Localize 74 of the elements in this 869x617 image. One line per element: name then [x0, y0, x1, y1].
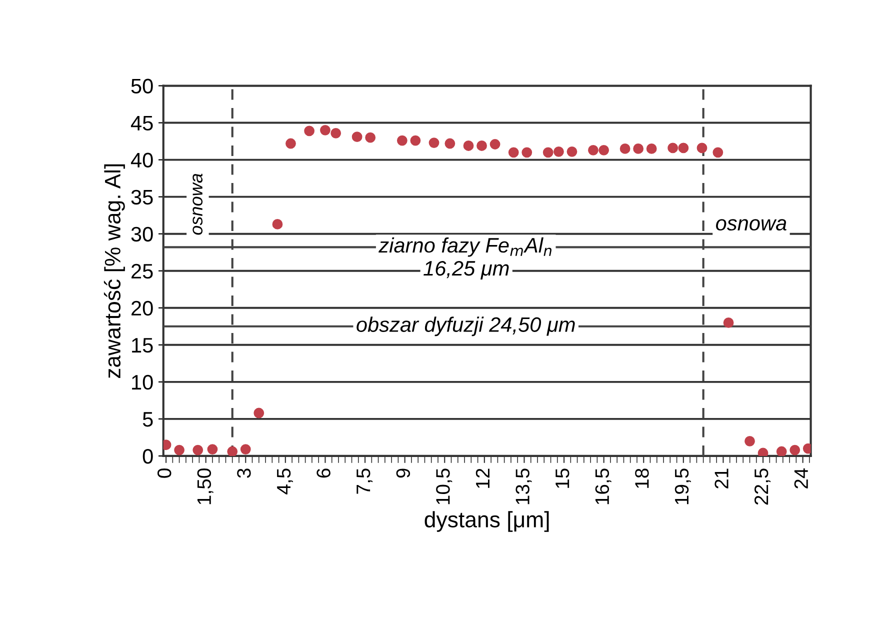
- y-tick-label: 30: [131, 226, 153, 242]
- point: [463, 140, 474, 151]
- point: [712, 147, 724, 158]
- x-tick-label: 6: [316, 468, 330, 478]
- point: [227, 446, 238, 456]
- point: [566, 146, 578, 157]
- point: [428, 138, 440, 148]
- x-tick-label: 16,5: [595, 468, 612, 504]
- point: [476, 140, 487, 151]
- point: [758, 448, 768, 456]
- ref-line-label: obszar dyfuzji 24,50 μm: [356, 316, 575, 336]
- point: [286, 138, 296, 149]
- point: [272, 219, 283, 230]
- y-tick-label: 50: [131, 78, 153, 94]
- annotation: osnowa: [716, 219, 786, 231]
- point: [668, 142, 678, 154]
- point: [542, 147, 554, 158]
- y-tick-label: 25: [132, 264, 153, 279]
- point: [444, 138, 456, 149]
- point: [207, 444, 218, 455]
- point: [396, 135, 408, 146]
- y-axis-title: zawartość [% wag. Al]: [104, 164, 125, 378]
- point: [633, 143, 644, 154]
- point: [554, 146, 564, 157]
- point: [588, 144, 598, 156]
- y-tick-label: 15: [132, 338, 153, 353]
- point: [330, 128, 342, 138]
- y-tick-label: 5: [142, 412, 153, 427]
- y-tick-label: 20: [132, 300, 153, 316]
- point: [598, 144, 610, 156]
- point: [646, 143, 657, 154]
- y-tick-label: 35: [131, 190, 153, 205]
- x-tick-label: 21: [714, 468, 728, 488]
- point: [620, 143, 630, 154]
- point: [254, 408, 264, 418]
- point: [240, 444, 251, 455]
- annotation: osnowa: [192, 174, 203, 235]
- point: [365, 132, 376, 143]
- x-tick-label: 19,5: [674, 468, 691, 504]
- point: [410, 135, 421, 146]
- x-tick-label: 18: [635, 468, 649, 488]
- point: [723, 317, 734, 328]
- y-tick-label: 0: [142, 448, 153, 464]
- x-tick-label: 1,50: [197, 468, 214, 504]
- x-tick-label: 12: [476, 468, 490, 488]
- point: [522, 147, 532, 158]
- point: [490, 139, 500, 150]
- x-tick-label: 10,5: [436, 468, 452, 504]
- point: [508, 147, 519, 158]
- x-tick-label: 15: [556, 468, 570, 488]
- y-tick-label: 45: [130, 116, 153, 131]
- x-tick-label: 3: [237, 468, 251, 478]
- x-axis-title: dystans [μm]: [424, 511, 549, 532]
- point: [696, 142, 708, 154]
- y-tick-label: 40: [130, 152, 153, 168]
- x-tick-label: 24: [794, 468, 808, 488]
- ref-line-label: ziarno fazy Fe$_{m}$Al$_{n}$: [378, 237, 552, 257]
- point: [678, 142, 689, 154]
- x-tick-label: 13,5: [516, 468, 532, 504]
- point: [776, 446, 787, 456]
- point: [352, 132, 362, 142]
- y-tick-label: 10: [132, 374, 153, 390]
- x-tick-label: 4,5: [277, 468, 293, 494]
- point: [320, 124, 330, 136]
- point: [790, 444, 800, 456]
- x-tick-label: 7,5: [356, 468, 373, 494]
- point: [304, 126, 315, 136]
- x-tick-label: 0: [157, 468, 172, 478]
- point: [192, 444, 204, 456]
- point: [174, 444, 184, 456]
- point: [744, 436, 755, 446]
- annotation: 16,25 μm: [424, 260, 509, 280]
- x-tick-label: 9: [396, 468, 410, 478]
- x-tick-label: 22,5: [754, 468, 771, 505]
